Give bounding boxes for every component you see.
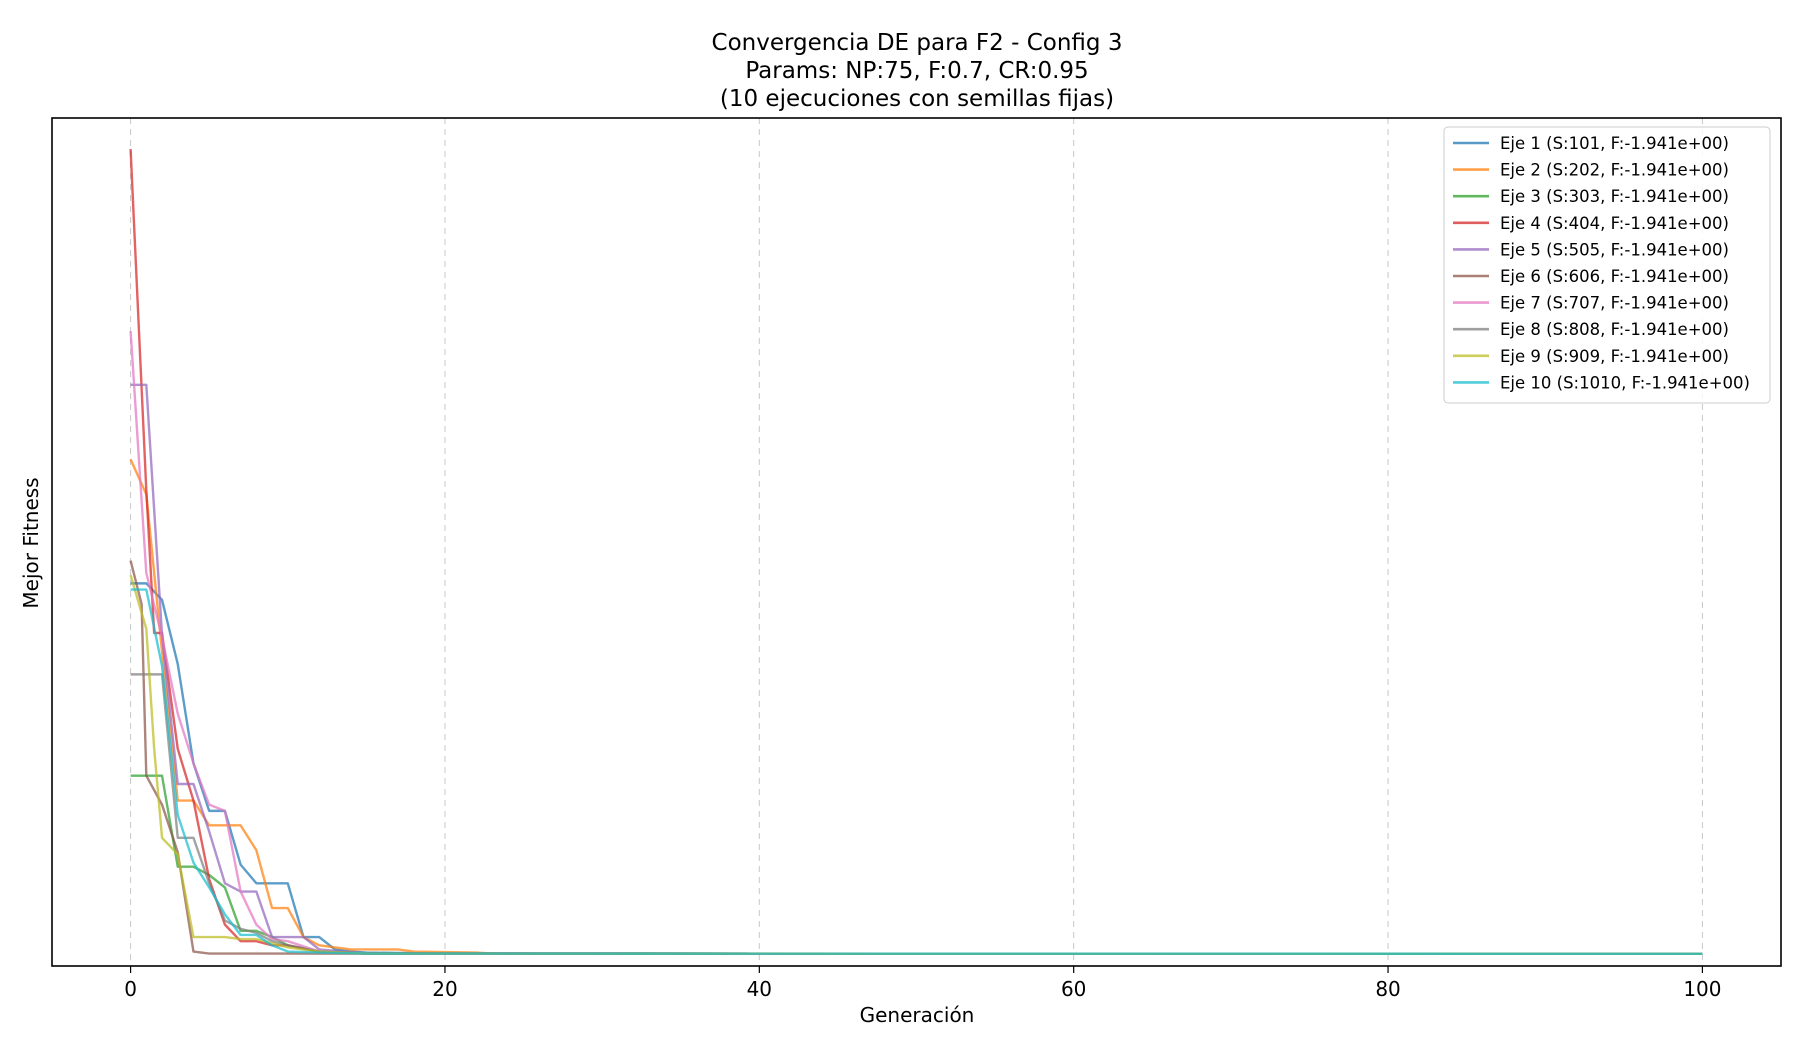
- series-line-10: [130, 588, 1703, 955]
- x-tick-label: 40: [747, 977, 772, 1001]
- x-tick-label: 0: [124, 977, 137, 1001]
- x-tick-label: 60: [1061, 977, 1086, 1001]
- x-axis-label: Generación: [860, 1003, 975, 1027]
- legend-box: [1443, 126, 1771, 404]
- series-layer: [129, 148, 1703, 955]
- legend-label-7: Eje 7 (S:707, F:-1.941e+00): [1500, 294, 1729, 313]
- series-line-8: [130, 673, 1703, 955]
- x-tick-label: 20: [432, 977, 457, 1001]
- x-tick-label: 80: [1375, 977, 1400, 1001]
- series-line-5: [130, 383, 1703, 955]
- legend-label-10: Eje 10 (S:1010, F:-1.941e+00): [1500, 373, 1750, 392]
- plot-frame: [51, 117, 1782, 967]
- legend-label-8: Eje 8 (S:808, F:-1.941e+00): [1500, 320, 1729, 339]
- legend-label-3: Eje 3 (S:303, F:-1.941e+00): [1500, 187, 1729, 206]
- series-line-1: [130, 582, 1703, 955]
- legend-label-1: Eje 1 (S:101, F:-1.941e+00): [1500, 134, 1729, 153]
- series-line-6: [129, 560, 1703, 955]
- x-axis-ticks: 0 20 40 60 80 100: [124, 966, 1722, 1001]
- legend-label-6: Eje 6 (S:606, F:-1.941e+00): [1500, 267, 1729, 286]
- chart-title-line-1: Convergencia DE para F2 - Config 3: [712, 30, 1123, 56]
- series-line-9: [129, 574, 1703, 955]
- legend-label-2: Eje 2 (S:202, F:-1.941e+00): [1500, 161, 1729, 180]
- legend-label-9: Eje 9 (S:909, F:-1.941e+00): [1500, 347, 1729, 366]
- legend-label-5: Eje 5 (S:505, F:-1.941e+00): [1500, 240, 1729, 259]
- series-line-2: [129, 458, 1703, 955]
- grid-layer: [130, 118, 1703, 966]
- series-line-3: [130, 774, 1703, 955]
- series-line-7: [129, 330, 1703, 955]
- legend-label-4: Eje 4 (S:404, F:-1.941e+00): [1500, 214, 1729, 233]
- chart-title-line-3: (10 ejecuciones con semillas fijas): [720, 86, 1114, 112]
- y-axis-label: Mejor Fitness: [19, 477, 43, 608]
- x-tick-label: 100: [1683, 977, 1721, 1001]
- chart-title-line-2: Params: NP:75, F:0.7, CR:0.95: [745, 58, 1088, 84]
- legend: Eje 1 (S:101, F:-1.941e+00) Eje 2 (S:202,…: [1443, 126, 1771, 404]
